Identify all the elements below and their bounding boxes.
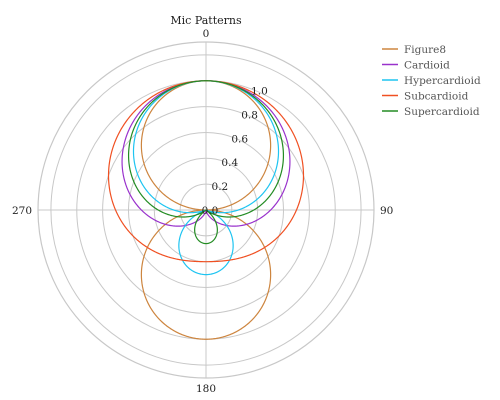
series-line-supercardioid — [127, 80, 285, 245]
series-line-figure8 — [140, 80, 272, 340]
series-line-hypercardioid — [132, 80, 280, 276]
tick-labels: 0 90 180 270 0.0 0.2 0.4 0.6 0.8 1.0 — [12, 28, 393, 395]
series-line-cardioid — [121, 80, 291, 227]
legend: Figure8 Cardioid Hypercardioid Subcardioid S… — [382, 44, 481, 118]
legend-label-figure8: Figure8 — [404, 44, 446, 56]
series-line-subcardioid — [107, 80, 305, 263]
series-lines — [107, 80, 305, 340]
legend-label-cardioid: Cardioid — [404, 60, 450, 72]
angular-tick-180: 180 — [196, 383, 216, 395]
angular-tick-270: 270 — [12, 205, 32, 217]
radial-tick-0.2: 0.2 — [212, 181, 229, 193]
legend-label-hypercardioid: Hypercardioid — [404, 75, 481, 87]
angular-tick-0: 0 — [203, 28, 210, 40]
radial-tick-0.4: 0.4 — [221, 157, 238, 169]
radial-tick-1.0: 1.0 — [251, 86, 268, 98]
legend-label-subcardioid: Subcardioid — [404, 91, 469, 103]
legend-label-supercardioid: Supercardioid — [404, 106, 480, 118]
chart-title: Mic Patterns — [170, 14, 242, 27]
radial-tick-0.0: 0.0 — [202, 205, 219, 217]
radial-tick-0.6: 0.6 — [231, 133, 248, 145]
angular-tick-90: 90 — [380, 205, 393, 217]
radial-tick-0.8: 0.8 — [241, 109, 258, 121]
